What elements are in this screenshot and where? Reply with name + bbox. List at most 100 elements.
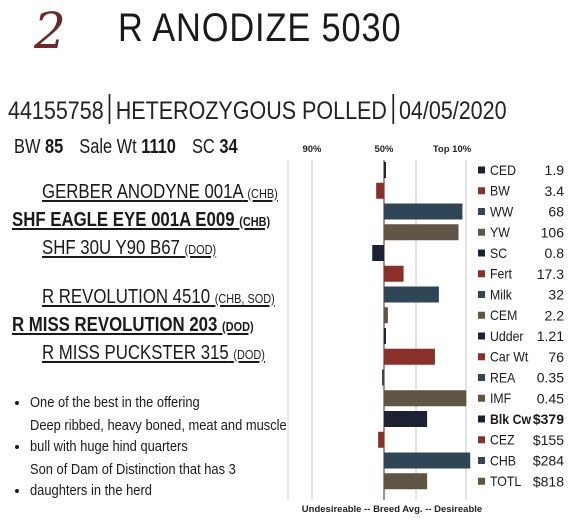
birth-date: 04/05/2020: [398, 97, 507, 125]
registration-number: 44155758: [8, 97, 104, 125]
epd-marker: [478, 394, 485, 402]
epd-bar: [384, 348, 435, 365]
pedigree-assoc: (CHB, SOD): [214, 291, 275, 306]
epd-marker: [478, 187, 485, 195]
trait-value: 17.3: [537, 266, 564, 282]
epd-bar: [384, 307, 388, 324]
trait-value: $155: [533, 432, 564, 448]
trait-value: 0.8: [545, 245, 565, 261]
epd-bar: [384, 328, 386, 344]
stat-value: 1110: [141, 136, 176, 158]
scale-caption: Undesireable -- Breed Avg. -- Desireable: [302, 504, 482, 515]
epd-bar: [376, 182, 384, 199]
pedigree-name: R MISS REVOLUTION 203: [12, 314, 218, 336]
lot-number: 2: [33, 2, 66, 56]
trait-value: $818: [533, 473, 564, 489]
polled-status: HETEROZYGOUS POLLED: [115, 97, 387, 125]
epd-bar: [384, 473, 428, 490]
pedigree-dam-dam: R MISS PUCKSTER 315 (DOD): [42, 342, 265, 365]
trait-name: IMF: [490, 391, 511, 407]
trait-value: 1.21: [537, 328, 564, 344]
epd-bar: [384, 411, 428, 427]
pedigree-sire-dam: SHF 30U Y90 B67 (DOD): [42, 237, 216, 260]
trait-name: CED: [490, 162, 516, 178]
trait-value: 76: [548, 349, 564, 365]
trait-name: Car Wt: [490, 349, 529, 365]
trait-name: YW: [490, 225, 510, 241]
pedigree-assoc: (DOD): [184, 242, 217, 257]
epd-marker: [478, 415, 485, 423]
comment-item: One of the best in the offering: [30, 392, 280, 413]
trait-name: Udder: [490, 328, 524, 344]
pedigree-name: R REVOLUTION 4510: [42, 286, 211, 308]
epd-bar: [384, 452, 471, 469]
percentile-label: 90%: [302, 144, 322, 155]
comment-item: Deep ribbed, heavy boned, meat and muscl…: [30, 415, 287, 457]
pedigree-assoc: (DOD): [233, 347, 265, 362]
trait-value: 2.2: [545, 307, 565, 323]
comment-item: Son of Dam of Distinction that has 3 dau…: [30, 459, 280, 501]
pedigree-name: SHF 30U Y90 B67: [42, 237, 180, 259]
pedigree-sire-sire: GERBER ANODYNE 001A (CHB): [42, 181, 278, 204]
trait-name: Milk: [490, 287, 512, 303]
epd-marker: [478, 270, 485, 278]
epd-marker: [478, 291, 485, 298]
epd-marker: [478, 332, 485, 340]
lot-number-text: 2: [33, 2, 66, 56]
registration-line: 44155758 HETEROZYGOUS POLLED 04/05/2020: [8, 94, 507, 126]
epd-marker: [478, 353, 485, 361]
divider: [108, 94, 111, 124]
trait-value: 1.9: [545, 162, 565, 178]
pedigree-name: R MISS PUCKSTER 315: [42, 342, 229, 364]
epd-bar: [384, 224, 459, 241]
percentile-label: Top 10%: [433, 144, 472, 155]
trait-name: CHB: [490, 453, 516, 469]
stat-value: 34: [219, 136, 238, 158]
epd-marker: [478, 374, 485, 381]
epd-bar: [384, 286, 439, 303]
epd-marker: [478, 249, 485, 257]
trait-name: TOTL: [490, 474, 521, 490]
epd-marker: [478, 436, 485, 444]
stat-label: Sale Wt: [79, 136, 137, 158]
pedigree-name: GERBER ANODYNE 001A: [42, 181, 243, 203]
stat-label: SC: [191, 136, 215, 158]
epd-bar: [384, 390, 467, 407]
trait-value: $284: [533, 453, 564, 469]
trait-name: CEZ: [490, 432, 515, 448]
epd-bar: [384, 203, 463, 220]
epd-marker: [478, 457, 485, 464]
epd-marker: [478, 311, 485, 319]
trait-name: Blk Cw: [490, 411, 532, 427]
pedigree-assoc: (CHB): [239, 214, 271, 229]
trait-name: SC: [490, 245, 508, 261]
divider: [392, 94, 394, 124]
pedigree-dam: R MISS REVOLUTION 203 (DOD): [12, 314, 254, 337]
trait-value: $379: [533, 411, 564, 427]
trait-value: 0.45: [537, 390, 564, 406]
epd-marker: [478, 228, 485, 236]
epd-bar: [378, 431, 384, 448]
epd-marker: [478, 166, 485, 174]
stat-value: 85: [44, 136, 64, 158]
animal-name: R ANODIZE 5030: [118, 6, 402, 50]
trait-name: WW: [490, 204, 514, 220]
trait-name: CEM: [490, 308, 517, 324]
comments: One of the best in the offering Deep rib…: [10, 392, 287, 503]
epd-bar: [384, 162, 386, 178]
pedigree-assoc: (CHB): [247, 186, 278, 201]
epd-bar: [384, 265, 404, 282]
trait-value: 106: [541, 224, 565, 240]
trait-name: REA: [490, 370, 516, 386]
epd-bar: [382, 369, 384, 386]
weight-stats: BW 85 Sale Wt 1110 SC 34: [14, 136, 238, 159]
epd-marker: [478, 477, 485, 485]
trait-value: 0.35: [537, 370, 564, 386]
pedigree-name: SHF EAGLE EYE 001A E009: [12, 209, 235, 231]
epd-marker: [478, 208, 485, 215]
stat-label: BW: [14, 136, 41, 158]
trait-name: Fert: [490, 266, 512, 282]
trait-value: 68: [548, 204, 564, 220]
percentile-label: 50%: [374, 144, 394, 155]
